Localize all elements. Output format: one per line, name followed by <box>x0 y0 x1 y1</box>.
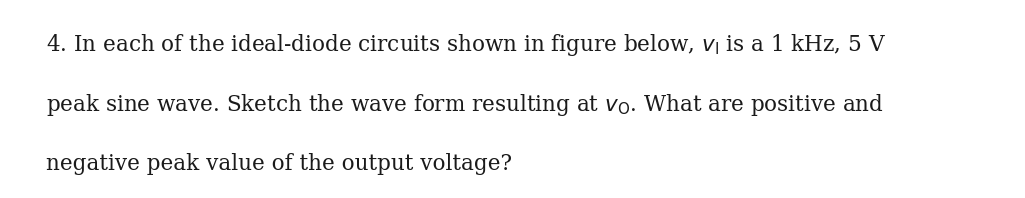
Text: negative peak value of the output voltage?: negative peak value of the output voltag… <box>46 153 512 175</box>
Text: peak sine wave. Sketch the wave form resulting at $v_\mathrm{O}$. What are posit: peak sine wave. Sketch the wave form res… <box>46 92 884 118</box>
Text: 4. In each of the ideal-diode circuits shown in figure below, $v_\mathrm{I}$ is : 4. In each of the ideal-diode circuits s… <box>46 32 887 58</box>
